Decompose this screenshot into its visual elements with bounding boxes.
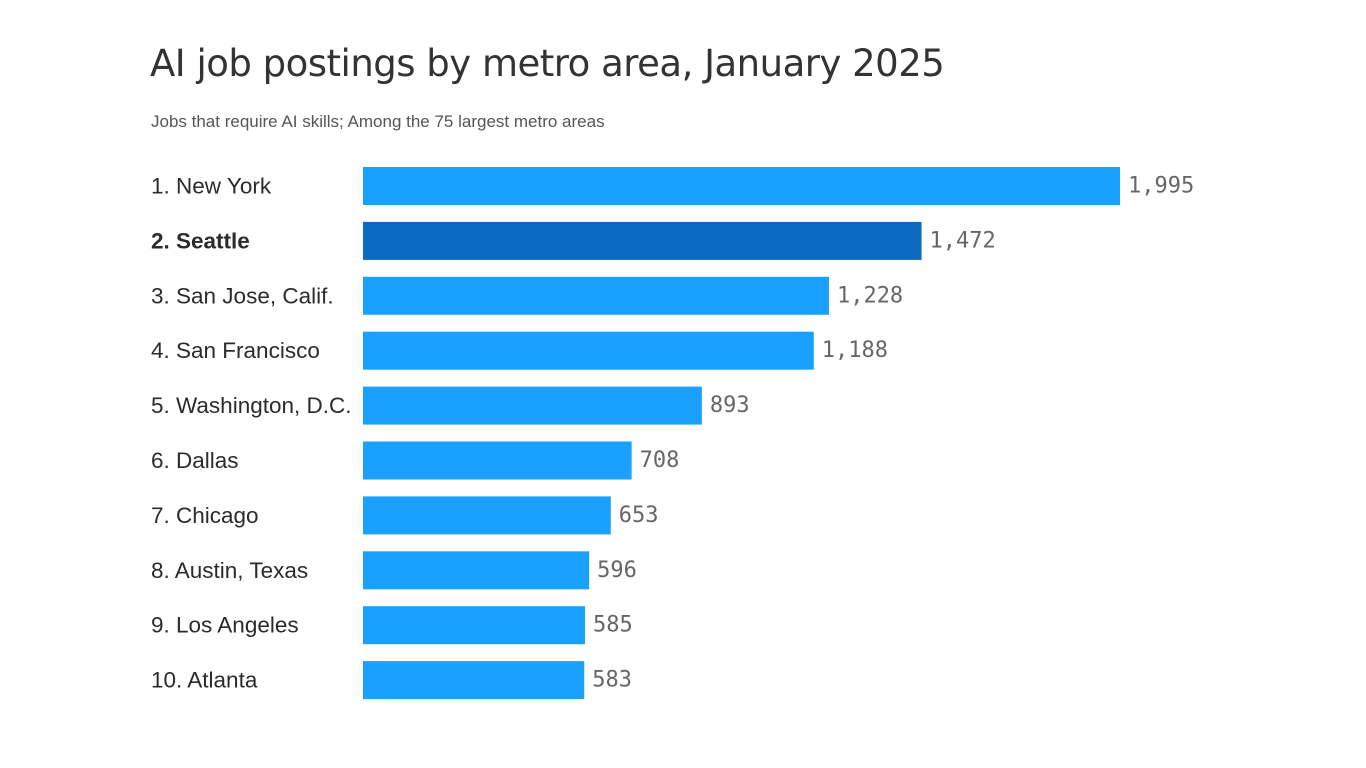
bar [363, 276, 829, 315]
chart-subtitle: Jobs that require AI skills; Among the 7… [151, 112, 605, 131]
bar [363, 386, 702, 425]
value-label: 1,995 [1128, 174, 1194, 199]
bar [363, 331, 814, 370]
bar [363, 551, 590, 590]
category-label: 10. Atlanta [151, 668, 258, 693]
value-label: 585 [593, 613, 633, 638]
value-label: 893 [710, 393, 750, 418]
category-label: 7. Chicago [151, 503, 259, 528]
category-label: 8. Austin, Texas [151, 558, 308, 583]
value-label: 583 [592, 668, 632, 693]
value-label: 708 [640, 448, 680, 473]
value-label: 1,472 [930, 228, 996, 253]
category-label: 1. New York [151, 174, 272, 199]
category-label: 2. Seattle [151, 228, 250, 253]
value-label: 653 [619, 503, 659, 528]
value-label: 1,188 [822, 338, 888, 363]
value-label: 596 [597, 558, 637, 583]
category-label: 4. San Francisco [151, 338, 320, 363]
category-label: 3. San Jose, Calif. [151, 283, 334, 308]
bar [363, 496, 611, 535]
chart-title: AI job postings by metro area, January 2… [150, 42, 945, 85]
bar [363, 221, 922, 260]
bar [363, 661, 585, 700]
value-label: 1,228 [837, 283, 903, 308]
category-label: 9. Los Angeles [151, 613, 299, 638]
bar [363, 606, 585, 645]
category-label: 5. Washington, D.C. [151, 393, 352, 418]
bar [363, 441, 632, 480]
bar [363, 167, 1120, 205]
category-label: 6. Dallas [151, 448, 239, 473]
